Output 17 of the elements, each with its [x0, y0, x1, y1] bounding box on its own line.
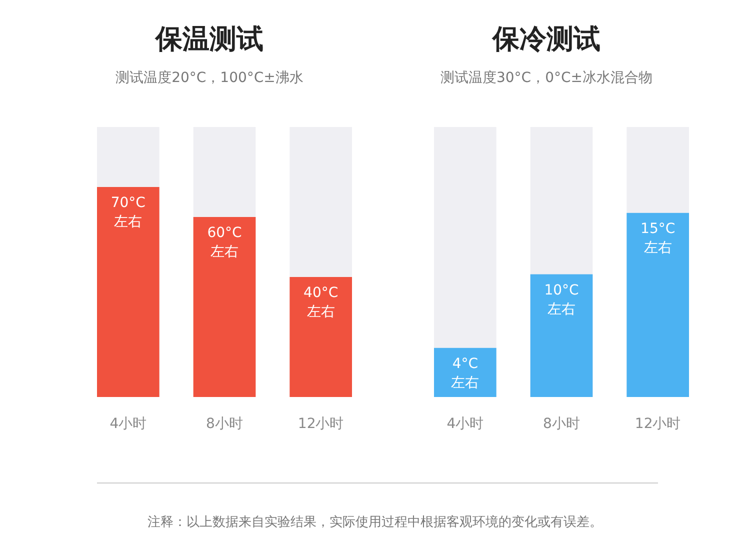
- x-tick-label: 8小时: [206, 416, 243, 432]
- data-label: 40°C 左右: [304, 285, 338, 320]
- data-label: 70°C 左右: [110, 195, 146, 230]
- data-label: 15°C 左右: [640, 220, 676, 256]
- text: 注释：以上数据来自实验结果，实际使用过程中根据客观环境的变化或有误差。: [148, 514, 602, 530]
- x-tick-label: 4小时: [110, 416, 147, 432]
- data-label: 4°C 左右: [451, 356, 480, 391]
- x-tick-label: 4小时: [446, 416, 484, 432]
- data-label: 60°C 左右: [207, 225, 242, 260]
- x-tick-label: 12小时: [634, 416, 681, 432]
- chart-title: 保温测试: [154, 24, 264, 55]
- chart-subtitle: 测试温度30°C，0°C±冰水混合物: [440, 70, 653, 86]
- chart-subtitle: 测试温度20°C，100°C±沸水: [116, 70, 304, 86]
- chart-title: 保冷测试: [492, 24, 600, 55]
- x-tick-label: 12小时: [298, 416, 344, 432]
- x-tick-label: 8小时: [543, 416, 580, 432]
- data-label: 10°C 左右: [544, 282, 580, 318]
